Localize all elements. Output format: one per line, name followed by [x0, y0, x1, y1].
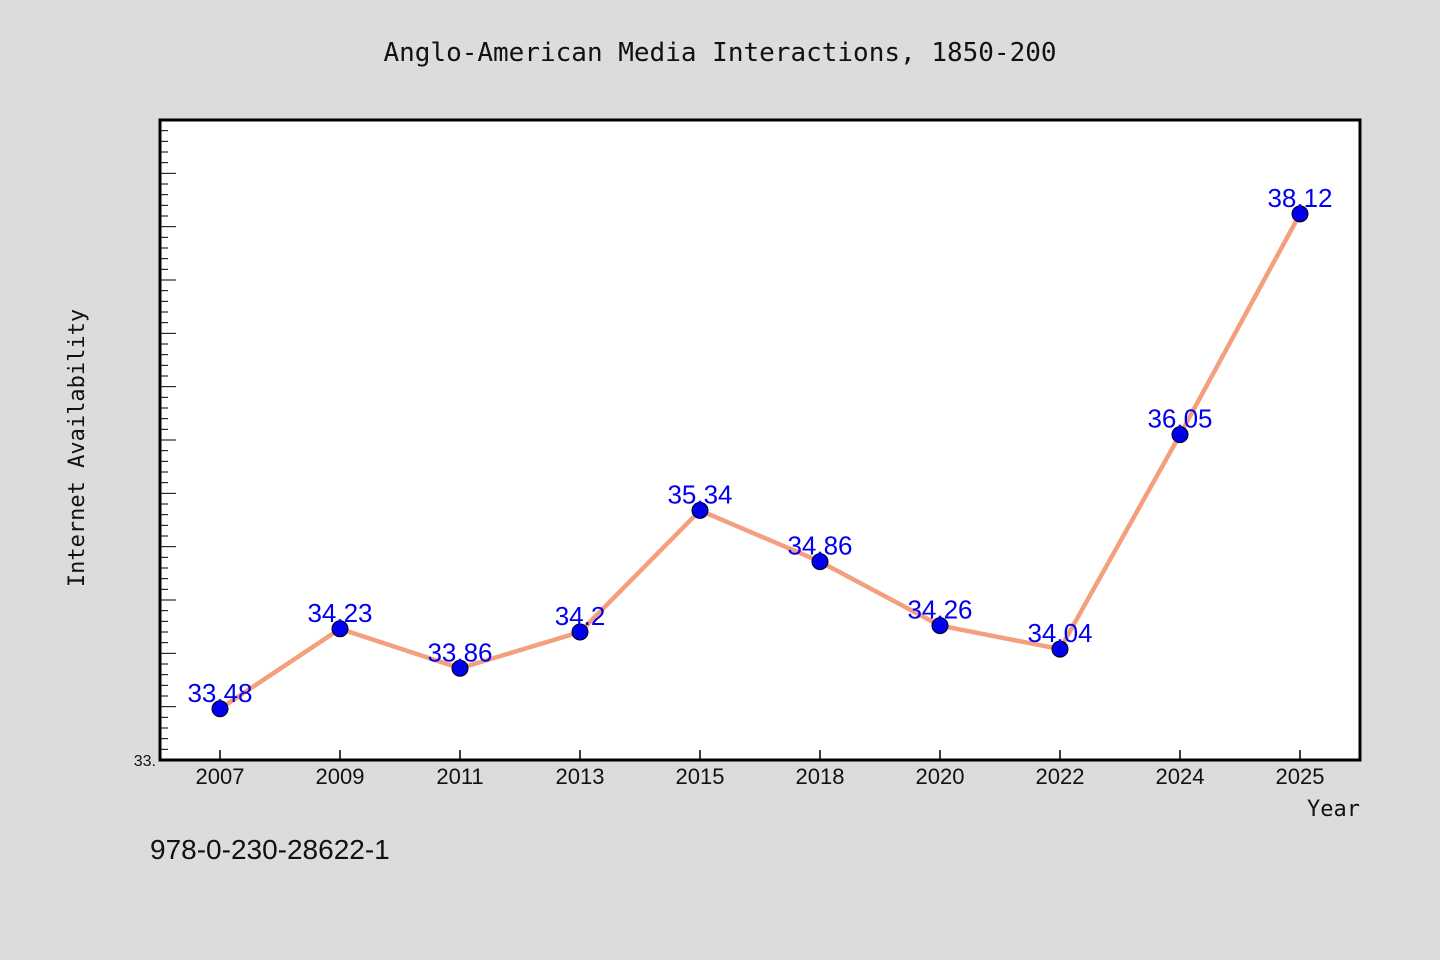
data-point	[211, 700, 229, 718]
data-label: 38.12	[1267, 183, 1332, 213]
data-label: 35.34	[667, 479, 732, 509]
data-label: 34.2	[555, 601, 606, 631]
x-tick-label: 2025	[1276, 764, 1325, 789]
data-label: 34.23	[307, 598, 372, 628]
x-tick-label: 2009	[316, 764, 365, 789]
data-label: 34.86	[787, 531, 852, 561]
isbn-code: 978-0-230-28622-1	[150, 834, 390, 865]
data-point	[451, 659, 469, 677]
x-tick-label: 2024	[1156, 764, 1205, 789]
data-label: 33.86	[427, 637, 492, 667]
data-point	[811, 553, 829, 571]
y-axis-ticks: 33.	[134, 119, 176, 770]
y-axis-label: Internet Availability	[65, 309, 90, 587]
x-tick-label: 2007	[196, 764, 245, 789]
x-axis-label: Year	[1307, 797, 1360, 822]
data-point	[691, 501, 709, 519]
x-tick-label: 2020	[916, 764, 965, 789]
x-tick-label: 2015	[676, 764, 725, 789]
x-axis-ticks: 2007 2009 2011 2013 2015 2018 2020 2022 2024 2025	[196, 750, 1325, 789]
data-point	[931, 617, 949, 635]
data-label: 34.04	[1027, 618, 1092, 648]
series-line	[217, 211, 1303, 712]
x-tick-label: 2022	[1036, 764, 1085, 789]
x-tick-label: 2018	[796, 764, 845, 789]
plot-area	[158, 118, 1362, 762]
data-label: 36.05	[1147, 404, 1212, 434]
y-tick-label: 33.	[134, 753, 156, 770]
x-tick-label: 2013	[556, 764, 605, 789]
data-point	[571, 623, 589, 641]
data-point	[1171, 426, 1189, 444]
x-tick-label: 2011	[436, 764, 483, 789]
series-group: 33.48 34.23 33.86 34.2 35.34 34.86 34.26 34.04 3…	[187, 183, 1333, 718]
data-label: 34.26	[907, 595, 972, 625]
data-label: 33.48	[187, 678, 252, 708]
data-point	[331, 620, 349, 638]
chart-title: Anglo-American Media Interactions, 1850-…	[383, 38, 1056, 68]
data-point	[1051, 640, 1069, 658]
data-point	[1291, 205, 1309, 223]
